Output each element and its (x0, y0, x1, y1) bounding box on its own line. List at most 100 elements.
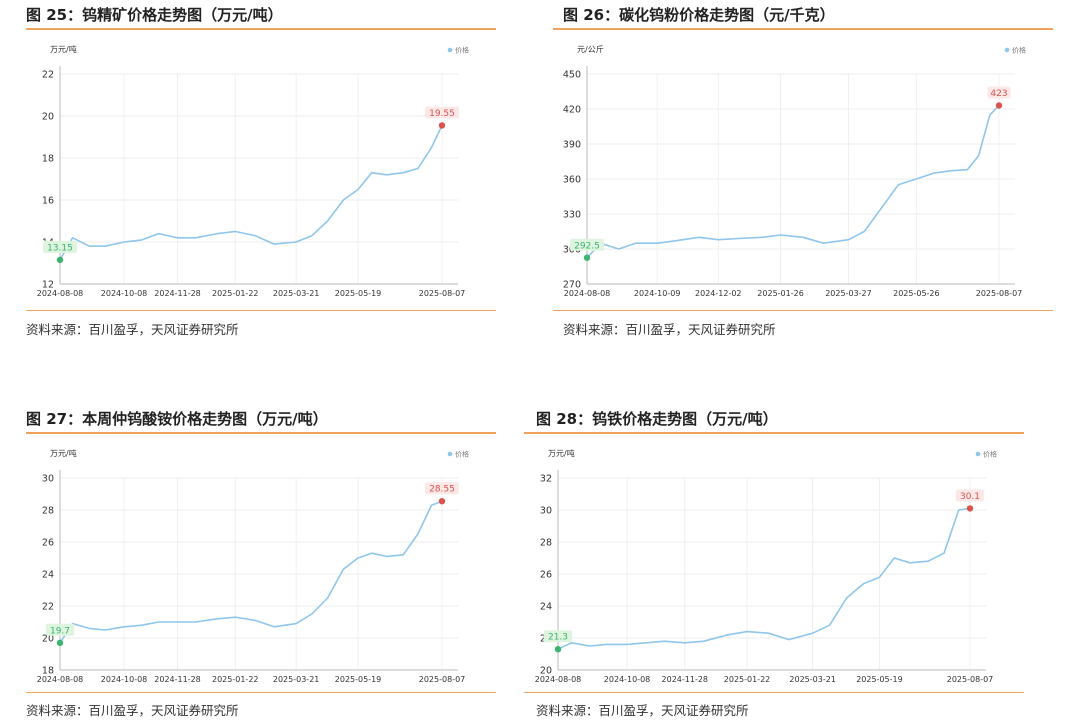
min-value-label: 21.3 (548, 633, 568, 643)
x-tick-label: 2025-05-26 (893, 289, 940, 298)
x-tick-label: 2024-11-28 (154, 675, 201, 684)
price-series-line (59, 125, 443, 261)
legend-label: 价格 (983, 450, 997, 459)
y-axis-unit: 元/公斤 (577, 44, 604, 54)
x-tick-label: 2024-10-08 (604, 675, 651, 684)
min-point-marker (56, 256, 64, 264)
x-tick-label: 2024-08-08 (37, 675, 84, 684)
chart-panel-tungsten-carbide: 图 26：碳化钨粉价格走势图（元/千克） 元/公斤价格2703003303603… (553, 4, 1053, 344)
min-label-box (43, 240, 77, 253)
x-tick-label: 2025-03-21 (273, 675, 320, 684)
x-tick-label: 2025-05-19 (856, 675, 903, 684)
price-series-line (59, 500, 443, 644)
chart-title: 图 26：碳化钨粉价格走势图（元/千克） (563, 6, 835, 24)
y-tick-label: 22 (42, 70, 54, 81)
x-tick-label: 2025-08-07 (976, 289, 1023, 298)
x-tick-label: 2024-12-02 (695, 289, 742, 298)
chart-panel-ferro-tungsten: 图 28：钨铁价格走势图（万元/吨） 万元/吨价格202224262830322… (524, 408, 1024, 723)
y-tick-label: 30 (42, 474, 54, 485)
max-label-box (987, 86, 1011, 99)
max-value-label: 423 (990, 89, 1007, 99)
chart-title: 图 27：本周仲钨酸铵价格走势图（万元/吨） (26, 410, 328, 428)
min-point-marker (554, 646, 562, 653)
title-rule (26, 432, 496, 434)
legend-label: 价格 (455, 46, 469, 55)
source-rule (524, 692, 1024, 693)
y-tick-label: 22 (42, 602, 54, 613)
x-tick-label: 2025-05-19 (335, 675, 382, 684)
min-point-marker (56, 639, 64, 646)
y-tick-label: 390 (563, 140, 581, 151)
min-label-box (45, 623, 75, 636)
source-rule (26, 692, 496, 693)
legend-marker (447, 47, 453, 53)
source-note: 资料来源：百川盈孚，天风证券研究所 (26, 703, 239, 718)
x-tick-label: 2024-10-08 (101, 675, 148, 684)
x-tick-label: 2025-01-22 (724, 675, 771, 684)
price-series-line (557, 507, 971, 650)
price-series-line (586, 104, 1000, 259)
legend-label: 价格 (455, 450, 469, 459)
x-tick-label: 2025-01-26 (757, 289, 804, 298)
min-label-box (570, 238, 604, 251)
y-tick-label: 28 (540, 538, 552, 549)
y-tick-label: 360 (563, 175, 581, 186)
min-value-label: 19.7 (50, 626, 70, 636)
x-tick-label: 2024-08-08 (37, 289, 84, 298)
x-tick-label: 2025-01-22 (212, 289, 259, 298)
title-rule (553, 28, 1053, 30)
y-tick-label: 18 (42, 154, 54, 165)
y-tick-label: 26 (42, 538, 54, 549)
line-chart: 万元/吨价格202224262830322024-08-082024-10-08… (535, 448, 997, 684)
legend-marker (447, 451, 453, 457)
max-point-marker (966, 505, 974, 512)
chart-panel-tungsten-concentrate: 图 25：钨精矿价格走势图（万元/吨） 万元/吨价格12141618202220… (26, 4, 496, 344)
min-value-label: 13.15 (47, 243, 73, 253)
x-tick-label: 2025-05-19 (335, 289, 382, 298)
line-chart: 万元/吨价格1214161820222024-08-082024-10-0820… (37, 44, 469, 298)
legend-marker (975, 451, 981, 457)
legend-marker (1004, 47, 1010, 53)
max-label-box (955, 489, 985, 502)
max-point-marker (438, 498, 446, 505)
x-tick-label: 2025-03-21 (273, 289, 320, 298)
max-label-box (425, 482, 459, 495)
x-tick-label: 2024-10-09 (634, 289, 681, 298)
y-tick-label: 26 (540, 570, 552, 581)
y-tick-label: 30 (540, 506, 552, 517)
min-label-box (543, 630, 573, 643)
line-chart: 元/公斤价格2703003303603904204502024-08-08202… (563, 44, 1026, 298)
source-note: 资料来源：百川盈孚，天风证券研究所 (26, 322, 239, 337)
x-tick-label: 2024-08-08 (535, 675, 582, 684)
y-tick-label: 330 (563, 210, 581, 221)
max-value-label: 19.55 (429, 109, 455, 119)
y-axis-unit: 万元/吨 (548, 448, 575, 458)
min-point-marker (583, 254, 591, 261)
x-tick-label: 2025-01-22 (212, 675, 259, 684)
source-note: 资料来源：百川盈孚，天风证券研究所 (536, 703, 749, 718)
y-axis-unit: 万元/吨 (50, 44, 77, 54)
y-tick-label: 20 (42, 634, 54, 645)
max-value-label: 30.1 (960, 492, 980, 502)
title-rule (524, 432, 1024, 434)
x-tick-label: 2024-08-08 (564, 289, 611, 298)
y-tick-label: 420 (563, 105, 581, 116)
chart-panel-apt: 图 27：本周仲钨酸铵价格走势图（万元/吨） 万元/吨 价格 18 20 22 24 26 2… (26, 408, 496, 723)
max-value-label: 28.55 (429, 485, 455, 495)
x-tick-label: 2025-03-21 (789, 675, 836, 684)
line-chart: 万元/吨 价格 18 20 22 24 26 28 30 2024-08-08 2024-10-08… (37, 448, 469, 684)
max-point-marker (438, 122, 446, 129)
max-point-marker (995, 102, 1003, 109)
source-rule (26, 310, 496, 311)
x-tick-label: 2024-10-08 (101, 289, 148, 298)
y-tick-label: 32 (540, 474, 552, 485)
y-tick-label: 28 (42, 506, 54, 517)
y-tick-label: 270 (563, 280, 581, 291)
chart-title: 图 25：钨精矿价格走势图（万元/吨） (26, 6, 283, 24)
x-tick-label: 2025-08-07 (419, 675, 466, 684)
y-tick-label: 450 (563, 70, 581, 81)
y-tick-label: 12 (42, 280, 54, 291)
legend-label: 价格 (1012, 46, 1026, 55)
chart-title: 图 28：钨铁价格走势图（万元/吨） (536, 410, 778, 428)
x-tick-label: 2025-08-07 (947, 675, 994, 684)
